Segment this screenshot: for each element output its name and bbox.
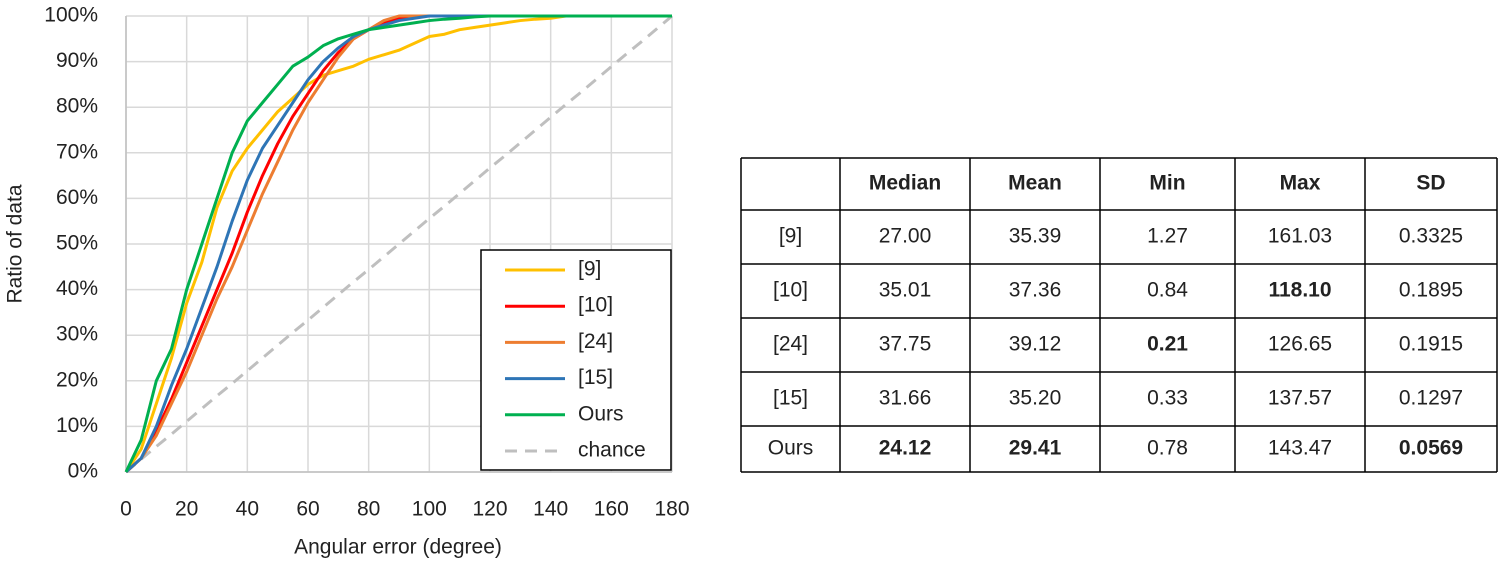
y-tick-label: 70%: [56, 140, 98, 163]
y-tick-label: 80%: [56, 95, 98, 118]
table-cell: 24.12: [879, 437, 932, 460]
x-axis-title: Angular error (degree): [294, 536, 502, 559]
x-tick-label: 20: [175, 498, 198, 521]
y-tick-label: 10%: [56, 414, 98, 437]
series-line: [124, 14, 672, 473]
legend-box: [480, 249, 672, 471]
legend-label: [24]: [578, 330, 613, 353]
y-axis-title: Ratio of data: [4, 184, 27, 303]
table-cell: 137.57: [1268, 387, 1332, 410]
x-tick-label: 80: [357, 498, 380, 521]
row-header: [9]: [779, 225, 802, 248]
x-tick-label: 0: [120, 498, 132, 521]
column-header: Mean: [1008, 172, 1062, 195]
table-cell: 0.21: [1147, 333, 1188, 356]
y-tick-label: 60%: [56, 186, 98, 209]
x-tick-label: 140: [533, 498, 568, 521]
column-header: Median: [869, 172, 941, 195]
table-cell: 27.00: [879, 225, 932, 248]
row-header: [15]: [773, 387, 808, 410]
x-tick-label: 60: [296, 498, 319, 521]
column-header: SD: [1416, 172, 1445, 195]
table-cell: 143.47: [1268, 437, 1332, 460]
row-header: [10]: [773, 279, 808, 302]
table-cell: 0.1297: [1399, 387, 1463, 410]
plot: 0% 10% 20% 30% 40% 50% 60% 70% 80% 90% 100% 0 20 40 60…: [44, 4, 689, 521]
table-cell: 0.0569: [1399, 437, 1463, 460]
legend-label: chance: [578, 439, 646, 462]
table-cell: 39.12: [1009, 333, 1062, 356]
x-tick-label: 160: [594, 498, 629, 521]
table-cell: 126.65: [1268, 333, 1332, 356]
table-cell: 37.36: [1009, 279, 1062, 302]
y-tick-label: 0%: [68, 460, 98, 483]
x-tick-label: 180: [654, 498, 689, 521]
table-cell: 29.41: [1009, 437, 1062, 460]
table-cell: 0.3325: [1399, 225, 1463, 248]
table-cell: 0.84: [1147, 279, 1188, 302]
table-cell: 35.39: [1009, 225, 1062, 248]
table-cell: 0.33: [1147, 387, 1188, 410]
table-cell: 1.27: [1147, 225, 1188, 248]
legend-label: Ours: [578, 402, 624, 425]
table-cell: 35.20: [1009, 387, 1062, 410]
y-tick-label: 30%: [56, 323, 98, 346]
x-tick-label: 120: [472, 498, 507, 521]
row-header: Ours: [768, 437, 814, 460]
table-cell: 35.01: [879, 279, 932, 302]
table-cell: 161.03: [1268, 225, 1332, 248]
legend-label: [9]: [578, 258, 601, 281]
x-tick-label: 40: [236, 498, 259, 521]
y-tick-label: 90%: [56, 49, 98, 72]
table-cell: 0.78: [1147, 437, 1188, 460]
legend: [9] [10] [24] [15] Ours chance: [480, 249, 672, 471]
table-cell: 31.66: [879, 387, 932, 410]
y-tick-label: 40%: [56, 277, 98, 300]
y-tick-label: 20%: [56, 368, 98, 391]
row-header: [24]: [773, 333, 808, 356]
x-tick-label: 100: [412, 498, 447, 521]
legend-label: [10]: [578, 294, 613, 317]
table-cell: 0.1915: [1399, 333, 1463, 356]
table: Median Mean Min Max SD [9] 27.00 35.39 1.27 161.0…: [740, 157, 1498, 473]
table-cell: 118.10: [1268, 279, 1331, 302]
table-cell: 37.75: [879, 333, 932, 356]
column-header: Min: [1149, 172, 1185, 195]
table-cell: 0.1895: [1399, 279, 1463, 302]
y-tick-label: 50%: [56, 232, 98, 255]
y-tick-label: 100%: [44, 4, 98, 27]
column-header: Max: [1280, 172, 1321, 195]
legend-label: [15]: [578, 366, 613, 389]
